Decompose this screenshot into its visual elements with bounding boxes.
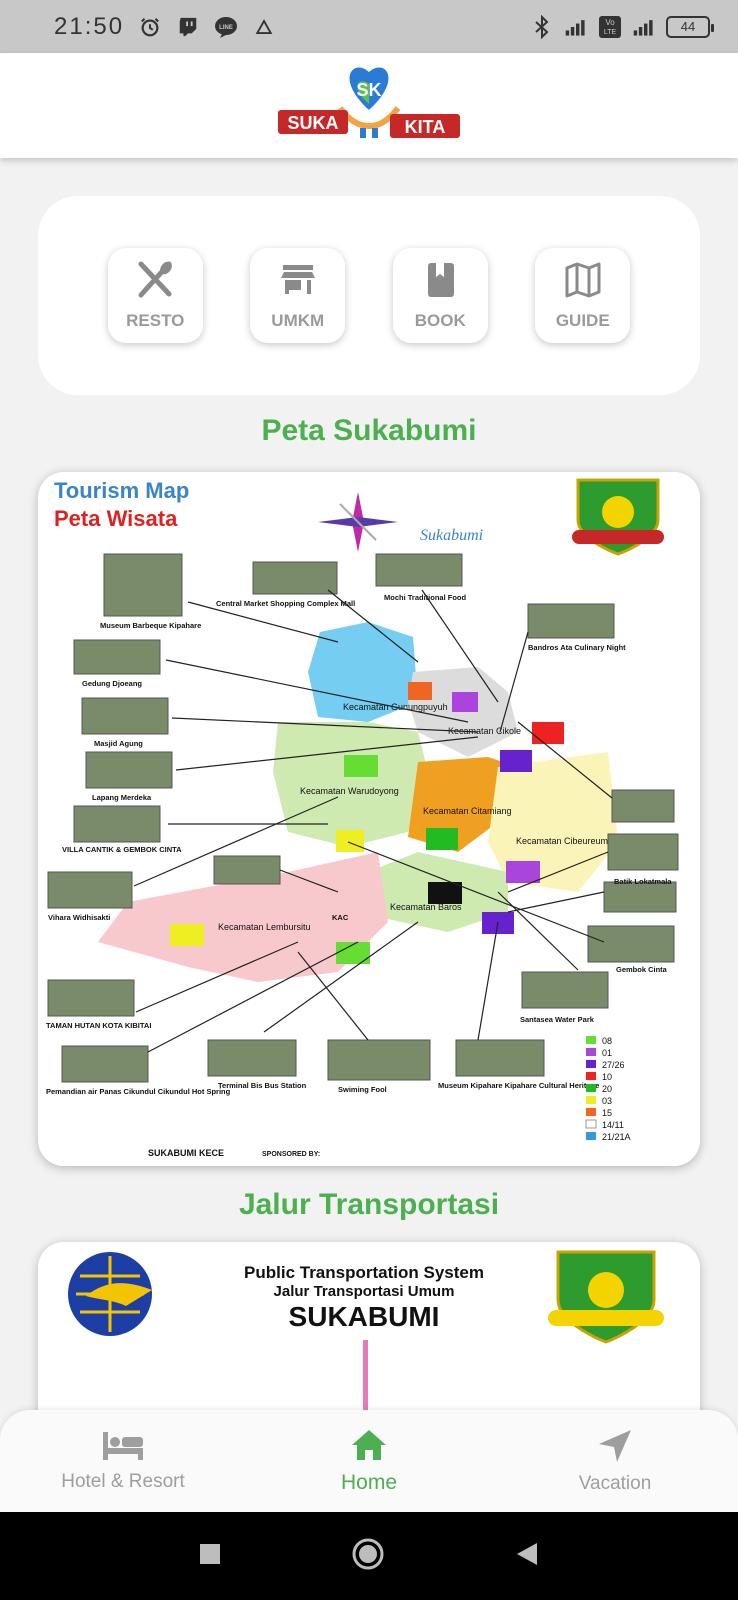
place-label: Vihara Widhisakti	[48, 913, 110, 922]
district-label: Kecamatan Lembursitu	[218, 922, 311, 932]
logo-right-text: KITA	[405, 117, 446, 137]
app-logo: SK SUKA KITA	[278, 66, 460, 138]
ministry-emblem	[68, 1252, 152, 1336]
nav-home-label: Home	[340, 1470, 398, 1494]
store-icon	[278, 260, 318, 305]
compass-icon	[318, 492, 398, 552]
book-label: BOOK	[414, 311, 466, 330]
map-title-id: Peta Wisata	[54, 506, 178, 531]
app-header: SK SUKA KITA	[0, 53, 738, 158]
place-label: Museum Barbeque Kipahare	[100, 621, 201, 630]
legend-item: 01	[602, 1048, 612, 1058]
system-navigation-bar	[0, 1512, 738, 1600]
city-emblem	[572, 478, 664, 556]
legend-item: 21/21A	[602, 1132, 631, 1142]
umkm-label: UMKM	[271, 311, 325, 330]
line-icon: LINE	[214, 15, 238, 39]
place-label: Pemandian air Panas Cikundul Cikundul Ho…	[46, 1087, 231, 1096]
district-label: Kecamatan Baros	[390, 902, 462, 912]
district-label: Kecamatan Citamiang	[423, 806, 512, 816]
district-label: Kecamatan Cikole	[448, 726, 521, 736]
place-label: Swiming Fool	[338, 1085, 387, 1094]
map-footer-left: SUKABUMI KECE	[148, 1148, 224, 1158]
place-label: TAMAN HUTAN KOTA KIBITAI	[46, 1021, 151, 1030]
place-label: VILLA CANTIK & GEMBOK CINTA	[62, 845, 182, 854]
home-system-button[interactable]	[351, 1537, 385, 1576]
place-label: Terminal Bis Bus Station	[218, 1081, 307, 1090]
nav-hotel-label: Hotel & Resort	[61, 1470, 185, 1492]
resto-label: RESTO	[126, 311, 185, 330]
district-label: Kecamatan Warudoyong	[300, 786, 399, 796]
resto-button[interactable]: RESTO	[107, 248, 203, 343]
arrow-triangle-icon	[252, 15, 276, 39]
twitch-icon	[176, 15, 200, 39]
bed-icon	[101, 1430, 145, 1467]
place-label: Santasea Water Park	[520, 1015, 595, 1024]
legend-item: 27/26	[602, 1060, 625, 1070]
legend-item: 20	[602, 1084, 612, 1094]
battery-icon: 44	[666, 15, 714, 38]
utensils-icon	[135, 260, 175, 305]
recents-button[interactable]	[199, 1543, 221, 1570]
signal-icon	[564, 15, 588, 39]
legend-item: 14/11	[602, 1120, 624, 1130]
nav-home[interactable]: Home	[269, 1428, 469, 1495]
transport-city: SUKABUMI	[289, 1301, 440, 1332]
transport-map-image[interactable]: Public Transportation System Jalur Trans…	[38, 1242, 700, 1442]
back-button[interactable]	[515, 1541, 539, 1572]
logo-badge: SK	[356, 80, 381, 100]
alarm-icon	[138, 15, 162, 39]
district-label: Kecamatan Cibeureum	[516, 836, 608, 846]
signal-icon-2	[632, 15, 656, 39]
navigation-icon	[597, 1428, 633, 1469]
map-section-title: Peta Sukabumi	[261, 414, 477, 447]
city-emblem-2	[548, 1250, 664, 1344]
place-label: Gedung Djoeang	[82, 679, 142, 688]
battery-level: 44	[680, 19, 696, 34]
svg-text:Vo: Vo	[605, 18, 615, 27]
legend-item: 03	[602, 1096, 612, 1106]
legend-item: 15	[602, 1108, 612, 1118]
place-label: Batik Lokatmala	[614, 877, 672, 886]
transport-line1: Public Transportation System	[244, 1263, 484, 1282]
umkm-button[interactable]: UMKM	[250, 248, 346, 343]
place-label: Gembok Cinta	[616, 965, 668, 974]
place-label: Lapang Merdeka	[92, 793, 152, 802]
place-label: KAC	[332, 913, 349, 922]
place-label: Mochi Traditional Food	[384, 593, 466, 602]
nav-vacation-label: Vacation	[578, 1472, 652, 1494]
legend-item: 08	[602, 1036, 612, 1046]
legend-item: 10	[602, 1072, 612, 1082]
place-label: Central Market Shopping Complex Mall	[216, 599, 355, 608]
home-icon	[350, 1428, 388, 1467]
status-time: 21:50	[54, 12, 125, 40]
nav-hotel-resort[interactable]: Hotel & Resort	[23, 1430, 223, 1493]
place-label: Bandros Ata Culinary Night	[528, 643, 626, 652]
tourism-map-image[interactable]: Tourism Map Peta Wisata Sukabumi	[38, 472, 700, 1166]
svg-text:LINE: LINE	[219, 25, 233, 31]
bottom-nav: Hotel & Resort Home Vacation	[0, 1410, 738, 1512]
svg-text:LTE: LTE	[604, 29, 617, 36]
guide-button[interactable]: GUIDE	[535, 248, 631, 343]
place-label: Masjid Agung	[94, 739, 143, 748]
book-button[interactable]: BOOK	[392, 248, 488, 343]
status-bar: 21:50 LINE Vo LTE 44	[0, 0, 738, 53]
map-title-en: Tourism Map	[54, 478, 189, 503]
transport-section-title: Jalur Transportasi	[238, 1188, 500, 1221]
guide-label: GUIDE	[555, 311, 610, 330]
volte-icon: Vo LTE	[598, 15, 622, 39]
map-brand: Sukabumi	[420, 527, 483, 544]
map-icon	[563, 260, 603, 305]
bluetooth-icon	[530, 14, 554, 39]
map-footer-right: SPONSORED BY:	[262, 1151, 320, 1158]
transport-line2: Jalur Transportasi Umum	[274, 1283, 455, 1300]
book-icon	[420, 260, 460, 305]
nav-vacation[interactable]: Vacation	[515, 1428, 715, 1495]
menu-card: RESTO UMKM BOOK GUIDE	[38, 196, 700, 395]
place-label: Museum Kipahare Kipahare Cultural Herita…	[438, 1081, 599, 1090]
logo-left-text: SUKA	[287, 113, 338, 133]
